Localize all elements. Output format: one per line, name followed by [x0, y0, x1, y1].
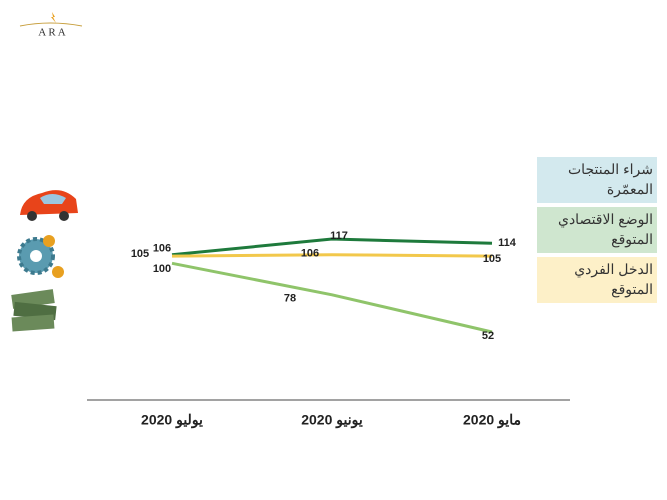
data-label: 117 — [330, 230, 348, 242]
data-label: 106 — [153, 243, 171, 255]
data-label: 52 — [482, 330, 494, 342]
logo-text: A R A — [38, 27, 66, 39]
data-label: 100 — [153, 263, 171, 275]
series-line — [171, 253, 493, 258]
series-line — [171, 261, 493, 334]
icon-car — [20, 190, 78, 221]
series-line — [171, 237, 493, 257]
data-label: 78 — [284, 293, 296, 305]
data-label: 105 — [483, 253, 501, 265]
icon-gears — [17, 235, 64, 278]
data-label: 106 — [301, 248, 319, 260]
icon-money — [11, 289, 57, 332]
logo: A R A — [19, 12, 83, 39]
data-label: 114 — [498, 237, 517, 249]
legend-item: الدخل الفردي المتوقع — [537, 257, 657, 303]
legend-item: شراء المنتجات المعمّرة — [537, 157, 657, 203]
x-tick-label: يونيو 2020 — [301, 412, 363, 429]
data-label: 105 — [131, 248, 149, 260]
x-tick-label: يوليو 2020 — [141, 412, 203, 429]
x-tick-label: مايو 2020 — [463, 412, 521, 429]
legend-item: الوضع الاقتصادي المتوقع — [537, 207, 657, 253]
